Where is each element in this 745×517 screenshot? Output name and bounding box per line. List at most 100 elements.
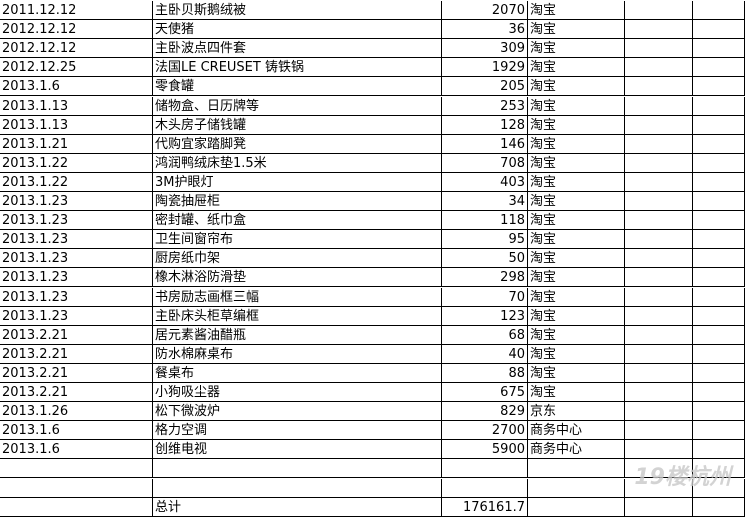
item-cell: 防水棉麻桌布 xyxy=(153,344,442,364)
empty-cell xyxy=(693,440,745,460)
date-cell: 2013.1.23 xyxy=(0,211,153,231)
date-cell: 2013.2.21 xyxy=(0,344,153,364)
date-cell: 2013.2.21 xyxy=(0,363,153,383)
amount-cell: 205 xyxy=(442,77,528,97)
amount-cell: 118 xyxy=(442,211,528,231)
item-cell: 餐桌布 xyxy=(153,363,442,383)
store-cell: 淘宝 xyxy=(528,268,625,288)
store-cell: 淘宝 xyxy=(528,58,625,78)
item-cell: 法国LE CREUSET 铸铁锅 xyxy=(153,58,442,78)
date-cell: 2013.1.23 xyxy=(0,306,153,326)
item-cell: 零食罐 xyxy=(153,77,442,97)
empty-cell xyxy=(0,497,153,517)
watermark: 19楼杭州 xyxy=(634,465,731,490)
amount-cell: 708 xyxy=(442,153,528,173)
empty-cell xyxy=(625,478,693,498)
date-cell: 2013.1.23 xyxy=(0,192,153,211)
empty-cell xyxy=(693,115,745,135)
empty-cell xyxy=(693,1,745,20)
store-cell: 商务中心 xyxy=(528,421,625,441)
empty-cell xyxy=(625,268,693,288)
store-cell: 淘宝 xyxy=(528,249,625,269)
empty-cell xyxy=(442,478,528,498)
item-cell: 主卧床头柜草编框 xyxy=(153,306,442,326)
amount-cell: 829 xyxy=(442,402,528,422)
date-cell: 2013.1.22 xyxy=(0,153,153,173)
empty-cell xyxy=(693,96,745,116)
store-cell: 淘宝 xyxy=(528,363,625,383)
store-cell: 淘宝 xyxy=(528,96,625,116)
date-cell: 2012.12.12 xyxy=(0,20,153,40)
amount-cell: 253 xyxy=(442,96,528,116)
item-cell: 书房励志画框三幅 xyxy=(153,287,442,307)
empty-cell xyxy=(693,230,745,250)
empty-cell xyxy=(153,459,442,479)
item-cell: 3M护眼灯 xyxy=(153,172,442,192)
item-cell: 创维电视 xyxy=(153,440,442,460)
store-cell: 淘宝 xyxy=(528,20,625,40)
empty-cell xyxy=(153,478,442,498)
date-cell: 2012.12.25 xyxy=(0,58,153,78)
amount-cell: 1929 xyxy=(442,58,528,78)
empty-cell xyxy=(625,39,693,59)
empty-cell xyxy=(693,192,745,211)
empty-cell xyxy=(693,249,745,269)
empty-cell xyxy=(625,1,693,20)
store-cell: 淘宝 xyxy=(528,344,625,364)
date-cell: 2013.1.6 xyxy=(0,440,153,460)
amount-cell: 88 xyxy=(442,363,528,383)
amount-cell: 70 xyxy=(442,287,528,307)
amount-cell: 5900 xyxy=(442,440,528,460)
store-cell: 淘宝 xyxy=(528,383,625,402)
item-cell: 卫生间窗帘布 xyxy=(153,230,442,250)
date-cell: 2013.1.23 xyxy=(0,230,153,250)
empty-cell xyxy=(625,192,693,211)
empty-cell xyxy=(693,383,745,402)
empty-cell xyxy=(693,306,745,326)
store-cell: 淘宝 xyxy=(528,230,625,250)
item-cell: 木头房子储钱罐 xyxy=(153,115,442,135)
item-cell: 密封罐、纸巾盒 xyxy=(153,211,442,231)
item-cell: 主卧贝斯鹅绒被 xyxy=(153,1,442,20)
date-cell: 2013.1.26 xyxy=(0,402,153,422)
empty-cell xyxy=(625,306,693,326)
amount-cell: 403 xyxy=(442,172,528,192)
date-cell: 2013.1.13 xyxy=(0,115,153,135)
empty-cell xyxy=(528,478,625,498)
amount-cell: 298 xyxy=(442,268,528,288)
item-cell: 主卧波点四件套 xyxy=(153,39,442,59)
amount-cell: 123 xyxy=(442,306,528,326)
store-cell: 淘宝 xyxy=(528,1,625,20)
empty-cell xyxy=(693,20,745,40)
empty-cell xyxy=(625,402,693,422)
empty-cell xyxy=(625,77,693,97)
item-cell: 鸿润鸭绒床垫1.5米 xyxy=(153,153,442,173)
item-cell: 居元素酱油醋瓶 xyxy=(153,325,442,345)
empty-cell xyxy=(693,211,745,231)
amount-cell: 675 xyxy=(442,383,528,402)
empty-cell xyxy=(625,249,693,269)
empty-cell xyxy=(693,497,745,517)
date-cell: 2013.1.23 xyxy=(0,287,153,307)
date-cell: 2013.1.21 xyxy=(0,134,153,154)
item-cell: 陶瓷抽屉柜 xyxy=(153,192,442,211)
amount-cell: 146 xyxy=(442,134,528,154)
empty-cell xyxy=(625,325,693,345)
empty-cell xyxy=(693,287,745,307)
empty-cell xyxy=(693,134,745,154)
empty-cell xyxy=(0,459,153,479)
empty-cell xyxy=(693,172,745,192)
item-cell: 储物盒、日历牌等 xyxy=(153,96,442,116)
store-cell: 商务中心 xyxy=(528,440,625,460)
total-label: 总计 xyxy=(153,497,442,517)
date-cell: 2013.2.21 xyxy=(0,325,153,345)
empty-cell xyxy=(528,497,625,517)
empty-cell xyxy=(625,134,693,154)
empty-cell xyxy=(625,440,693,460)
date-cell: 2013.1.6 xyxy=(0,77,153,97)
store-cell: 淘宝 xyxy=(528,115,625,135)
empty-cell xyxy=(693,39,745,59)
empty-cell xyxy=(693,153,745,173)
empty-cell xyxy=(625,383,693,402)
empty-cell xyxy=(625,230,693,250)
